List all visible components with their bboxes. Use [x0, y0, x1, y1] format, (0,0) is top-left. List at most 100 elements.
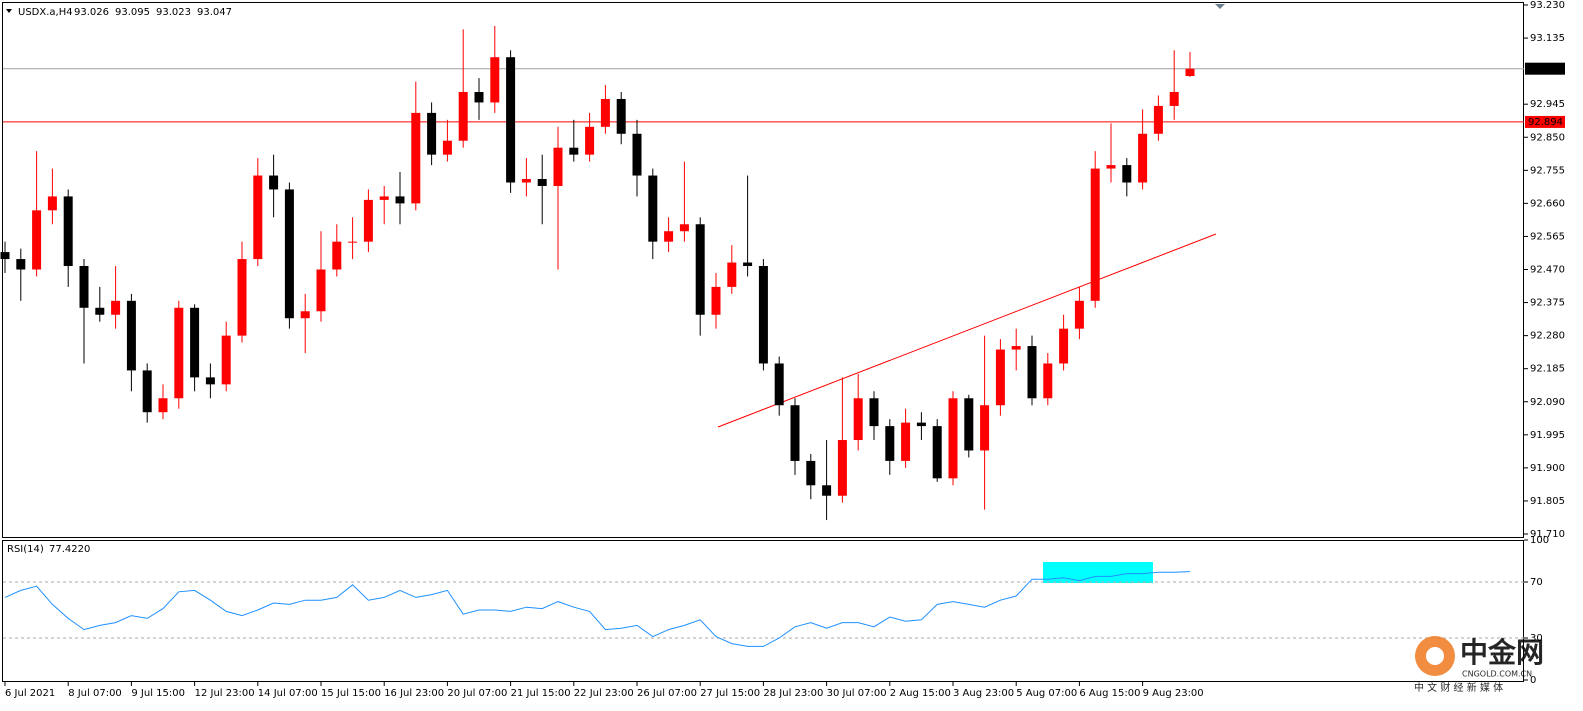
candle-body: [901, 422, 911, 461]
candle-body: [1011, 346, 1021, 350]
candle-body: [790, 405, 800, 461]
y-tick-label: 92.470: [1530, 265, 1565, 276]
candle-body: [632, 133, 642, 176]
open-value: 93.026: [74, 7, 109, 18]
y-tick-label: 92.090: [1530, 397, 1565, 408]
candle-body: [1122, 165, 1132, 183]
candle-body: [237, 259, 247, 336]
candle-body: [995, 349, 1005, 406]
y-tick-label: 92.185: [1530, 364, 1565, 375]
y-tick-label: 92.945: [1530, 99, 1565, 110]
candle-body: [47, 196, 57, 211]
candle-body: [1153, 105, 1163, 134]
watermark-name: 中金网: [1460, 636, 1544, 669]
candle-body: [537, 179, 547, 186]
x-tick-label: 6 Jul 2021: [5, 688, 55, 699]
candle-body: [806, 460, 816, 486]
x-tick-label: 9 Aug 23:00: [1143, 688, 1204, 699]
x-tick-label: 16 Jul 23:00: [384, 688, 444, 699]
candle-body: [664, 231, 674, 242]
candle-body: [822, 485, 832, 496]
rsi-line: [4, 571, 1191, 647]
candle-body: [585, 126, 595, 155]
candle-body: [411, 112, 421, 204]
candle-body: [474, 92, 484, 103]
low-value: 93.023: [156, 7, 191, 18]
close-value: 93.047: [197, 7, 232, 18]
x-tick-label: 22 Jul 23:00: [574, 688, 634, 699]
y-tick-label: 91.900: [1530, 463, 1565, 474]
candle-body: [758, 266, 768, 364]
candle-body: [1169, 92, 1179, 106]
candle-body: [284, 189, 294, 319]
rsi-tick-label: 30: [1530, 633, 1543, 644]
y-tick-label: 92.375: [1530, 298, 1565, 309]
candle-body: [1090, 168, 1100, 301]
candle-body: [1027, 346, 1037, 399]
y-tick-label: 93.135: [1530, 33, 1565, 44]
candle-body: [774, 363, 784, 406]
marker: [1215, 4, 1225, 9]
candle-body: [837, 440, 847, 496]
candle-body: [221, 335, 231, 385]
x-tick-label: 28 Jul 23:00: [763, 688, 823, 699]
candle-body: [111, 300, 121, 315]
x-tick-label: 20 Jul 07:00: [447, 688, 507, 699]
x-tick-label: 3 Aug 23:00: [953, 688, 1014, 699]
candle-body: [95, 307, 105, 315]
candle-body: [980, 405, 990, 451]
indicator-name: RSI(14): [7, 544, 44, 555]
candle-body: [1138, 133, 1148, 183]
candle-body: [553, 147, 563, 186]
watermark-site: CNGOLD.COM.CN: [1462, 670, 1532, 679]
candle-body: [205, 377, 215, 385]
candle-body: [648, 175, 658, 242]
current-price-box: [1525, 62, 1565, 75]
candle-body: [569, 147, 579, 155]
y-tick-label: 92.565: [1530, 231, 1565, 242]
high-value: 93.095: [115, 7, 150, 18]
x-tick-label: 6 Aug 15:00: [1079, 688, 1140, 699]
candle-body: [269, 175, 279, 190]
candle-body: [853, 398, 863, 441]
dropdown: [6, 9, 12, 13]
y-tick-label: 92.850: [1530, 132, 1565, 143]
x-tick-label: 30 Jul 07:00: [827, 688, 887, 699]
candle-body: [506, 57, 516, 183]
candle-body: [1106, 165, 1116, 169]
symbol-title: USDX.a,H4: [18, 7, 73, 18]
candle-body: [348, 241, 358, 243]
level-label-box: [1525, 115, 1565, 128]
candle-body: [1185, 68, 1195, 76]
x-tick-label: 14 Jul 07:00: [258, 688, 318, 699]
candle-body: [490, 57, 500, 103]
candle-body: [316, 269, 326, 312]
x-tick-label: 26 Jul 07:00: [637, 688, 697, 699]
candle-body: [395, 196, 405, 204]
x-tick-label: 5 Aug 07:00: [1016, 688, 1077, 699]
candle-body: [253, 175, 263, 260]
rsi-tick-label: 70: [1530, 577, 1543, 588]
watermark-tagline: 中 文 财 经 新 媒 体: [1414, 681, 1503, 694]
y-tick-label: 91.710: [1530, 529, 1565, 540]
candle-body: [869, 398, 879, 427]
x-tick-label: 9 Jul 15:00: [131, 688, 185, 699]
candle-body: [695, 224, 705, 315]
rsi-tick-label: 0: [1530, 675, 1536, 686]
candle-body: [16, 259, 26, 270]
y-tick-label: 92.280: [1530, 331, 1565, 342]
candle-body: [158, 398, 168, 413]
candle-body: [521, 179, 531, 183]
y-tick-label: 93.230: [1530, 0, 1565, 11]
candle-body: [300, 311, 310, 319]
level-label: 92.894: [1528, 117, 1563, 128]
x-tick-label: 12 Jul 23:00: [195, 688, 255, 699]
y-tick-label: 92.755: [1530, 165, 1565, 176]
x-tick-label: 8 Jul 07:00: [68, 688, 122, 699]
candle-body: [948, 398, 958, 479]
candle-body: [679, 224, 689, 232]
price-pane: [2, 2, 1524, 538]
candle-body: [1043, 363, 1053, 399]
